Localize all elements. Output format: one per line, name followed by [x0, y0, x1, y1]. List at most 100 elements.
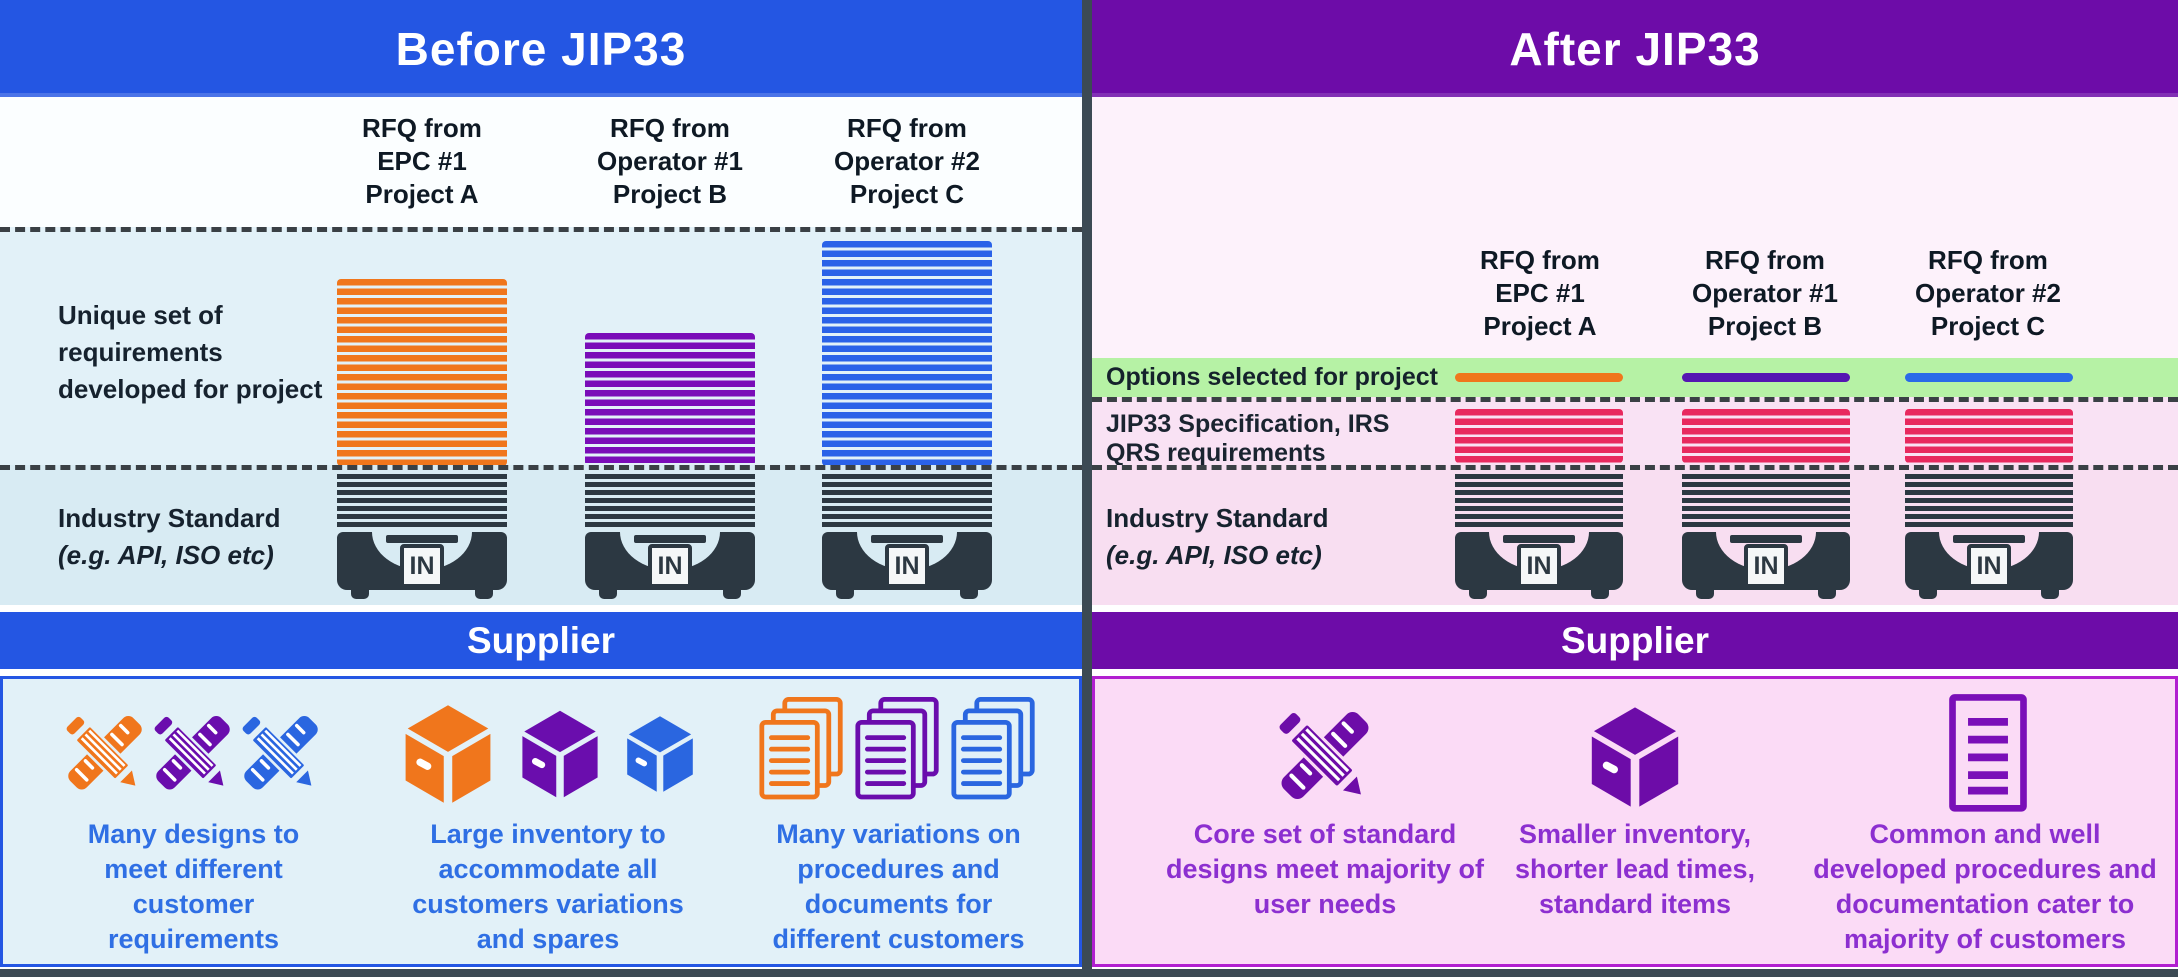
tray-foot: [475, 590, 493, 599]
rfq-line: RFQ from: [847, 113, 967, 143]
rfq-label-row-after: RFQ from EPC #1 Project A RFQ from Opera…: [1092, 97, 2178, 358]
box-icon-group: [393, 701, 703, 807]
supplier-bar-before: Supplier: [0, 612, 1082, 669]
industry-standard-stack: [1682, 474, 1850, 527]
jip33-spec-label: JIP33 Specification, IRS QRS requirement…: [1106, 410, 1389, 468]
industry-standard-stack: [1455, 474, 1623, 527]
label-line: Industry Standard: [1106, 503, 1329, 533]
label-line-sub: (e.g. API, ISO etc): [58, 540, 274, 570]
jip33-rest-text: Specification, IRS: [1171, 410, 1390, 438]
box-icon: [522, 710, 598, 798]
label-line: Unique set of: [58, 300, 223, 330]
jip33-spec-stack: [1905, 409, 2073, 463]
in-tray-slot: [871, 535, 943, 543]
tray-foot: [1919, 590, 1937, 599]
pencil-ruler-icon-group: [38, 697, 348, 811]
option-line-project-a: [1455, 373, 1623, 382]
unique-requirements-band: Unique set of requirements developed for…: [0, 227, 1082, 466]
in-tray-slot: [386, 535, 458, 543]
rfq-line: EPC #1: [377, 146, 467, 176]
pencil-ruler-icon: [63, 714, 142, 790]
rfq-line: Operator #1: [1692, 278, 1838, 308]
caption-smaller-inventory: Smaller inventory, shorter lead times, s…: [1514, 819, 1756, 919]
box-icon-single: [1580, 703, 1690, 811]
supplier-bar-after: Supplier: [1092, 612, 2178, 669]
requirements-stack-project-c: [822, 241, 992, 466]
rfq-label-row-before: RFQ from EPC #1 Project A RFQ from Opera…: [0, 97, 1082, 227]
tray-foot: [836, 590, 854, 599]
rfq-line: RFQ from: [1705, 245, 1825, 275]
industry-standard-label: Industry Standard (e.g. API, ISO etc): [58, 500, 398, 574]
in-tray-label: IN: [648, 544, 692, 588]
rfq-label-operator2: RFQ from Operator #2 Project C: [757, 112, 1057, 211]
tray-foot: [1818, 590, 1836, 599]
in-tray-label: IN: [1967, 544, 2011, 588]
documents-icon: [951, 697, 1035, 800]
rfq-line: Project B: [612, 179, 728, 209]
requirements-stack-project-a: [337, 279, 507, 466]
rfq-line: RFQ from: [362, 113, 482, 143]
in-tray-slot: [634, 535, 706, 543]
tray-foot: [2041, 590, 2059, 599]
pencil-ruler-icon: [151, 714, 230, 790]
pencil-ruler-icon: [239, 714, 318, 790]
tray-foot: [723, 590, 741, 599]
rfq-line: Project C: [849, 179, 965, 209]
rfq-line: Operator #2: [1915, 278, 2061, 308]
jip33-bold-text: JIP33: [1106, 410, 1172, 438]
tray-foot: [1469, 590, 1487, 599]
in-tray-slot: [1730, 535, 1802, 543]
tray-foot: [351, 590, 369, 599]
caption-many-designs: Many designs to meet different customer …: [87, 819, 300, 954]
after-jip33-title: After JIP33: [1509, 22, 1761, 75]
unique-requirements-label: Unique set of requirements developed for…: [58, 297, 398, 408]
box-icon: [627, 716, 693, 792]
industry-standard-band-before: Industry Standard (e.g. API, ISO etc) IN…: [0, 465, 1082, 605]
supplier-label: Supplier: [1560, 619, 1710, 661]
before-jip33-title: Before JIP33: [395, 22, 687, 75]
tray-foot: [1591, 590, 1609, 599]
documents-icon: [759, 697, 843, 800]
jip33-spec-line1: JIP33 Specification, IRS: [1106, 410, 1389, 439]
box-icon: [1591, 707, 1679, 807]
in-tray-slot: [1953, 535, 2025, 543]
documents-icon-group: [743, 693, 1053, 811]
in-tray-icon: IN: [337, 532, 507, 590]
rfq-line: RFQ from: [1480, 245, 1600, 275]
in-tray-icon: IN: [822, 532, 992, 590]
supplier-panel-before: Many designs to meet different customer …: [0, 676, 1082, 967]
before-jip33-header: Before JIP33: [0, 0, 1082, 97]
label-line: Industry Standard: [58, 503, 281, 533]
rfq-line: Project A: [1483, 311, 1597, 341]
supplier-panel-after: Core set of standard designs meet majori…: [1092, 676, 2178, 967]
after-jip33-header: After JIP33: [1092, 0, 2178, 97]
rfq-label-epc1: RFQ from EPC #1 Project A: [272, 112, 572, 211]
supplier-label: Supplier: [466, 619, 616, 661]
industry-standard-band-after: Industry Standard (e.g. API, ISO etc) IN…: [1092, 465, 2178, 605]
caption-common-procedures: Common and well developed procedures and…: [1813, 819, 2157, 954]
label-line: requirements: [58, 337, 223, 367]
industry-standard-stack: [337, 474, 507, 527]
rfq-label-epc1: RFQ from EPC #1 Project A: [1390, 244, 1690, 343]
industry-standard-stack: [585, 474, 755, 527]
before-jip33-section: Before JIP33 RFQ from EPC #1 Project A R…: [0, 0, 1082, 977]
rfq-line: RFQ from: [610, 113, 730, 143]
rfq-line: Operator #1: [597, 146, 743, 176]
rfq-line: Operator #2: [834, 146, 980, 176]
jip33-spec-band: JIP33 Specification, IRS QRS requirement…: [1092, 397, 2178, 468]
options-selected-band: Options selected for project: [1092, 358, 2178, 397]
document-icon-single: [1940, 693, 2035, 815]
rfq-line: EPC #1: [1495, 278, 1585, 308]
caption-large-inventory: Large inventory to accommodate all custo…: [412, 819, 684, 954]
pencil-ruler-icon-single: [1265, 697, 1385, 817]
caption-many-variations: Many variations on procedures and docume…: [772, 819, 1025, 954]
in-tray-icon: IN: [1905, 532, 2073, 590]
rfq-label-operator1: RFQ from Operator #1 Project B: [1615, 244, 1915, 343]
after-jip33-section: After JIP33 RFQ from EPC #1 Project A RF…: [1092, 0, 2178, 977]
in-tray-label: IN: [1744, 544, 1788, 588]
documents-icon: [855, 697, 939, 800]
option-line-project-b: [1682, 373, 1850, 382]
box-icon: [405, 705, 491, 803]
industry-standard-stack: [822, 474, 992, 527]
